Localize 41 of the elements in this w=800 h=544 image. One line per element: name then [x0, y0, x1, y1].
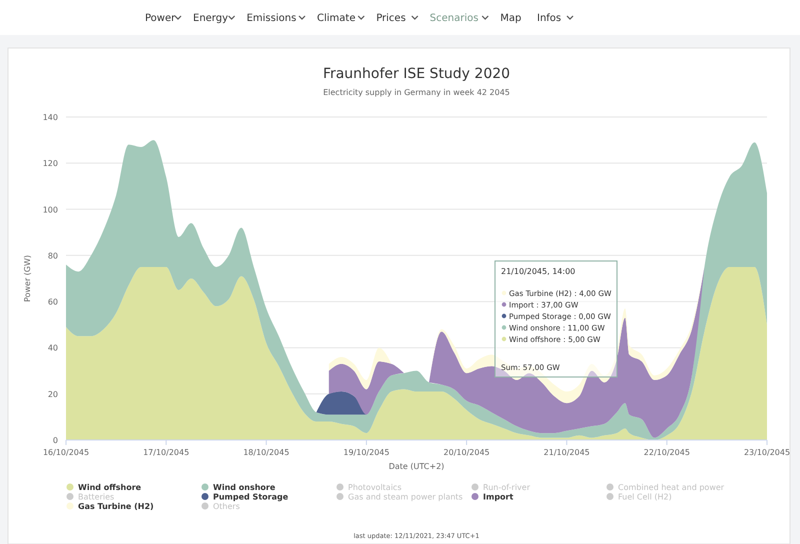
text: Scenarios	[430, 13, 478, 24]
legend-label: Wind onshore	[213, 483, 276, 492]
legend-label: Photovoltaics	[348, 483, 402, 492]
chart-title: Fraunhofer ISE Study 2020	[322, 66, 510, 82]
legend-label: Combined heat and power	[618, 483, 725, 492]
legend-label: Wind offshore	[78, 483, 142, 492]
x-tick-label: 19/10/2045	[343, 448, 390, 457]
y-tick-label: 120	[42, 159, 58, 168]
text: Emissions	[246, 13, 296, 24]
x-tick-label: 22/10/2045	[644, 448, 690, 457]
y-tick-label: 80	[48, 251, 58, 260]
text: Power	[145, 13, 176, 24]
y-tick-label: 40	[48, 344, 58, 353]
y-tick-label: 140	[42, 113, 58, 122]
legend-label: Gas Turbine (H2)	[78, 502, 154, 511]
legend-label: Batteries	[78, 492, 114, 502]
text: Infos	[537, 13, 562, 24]
legend-label: Import	[483, 492, 514, 502]
x-tick-label: 18/10/2045	[243, 448, 290, 457]
y-tick-label: 100	[42, 205, 58, 214]
x-tick-label: 23/10/2045	[744, 448, 790, 457]
x-tick-label: 16/10/2045	[42, 448, 90, 457]
legend-label: Pumped Storage	[213, 492, 289, 502]
y-tick-label: 20	[48, 390, 58, 399]
legend-label: Others	[213, 502, 240, 511]
y-tick-label: 0	[52, 436, 58, 445]
text: Climate	[317, 13, 356, 24]
x-tick-label: 21/10/2045	[544, 448, 590, 457]
x-tick-label: 20/10/2045	[444, 448, 490, 457]
chart-subtitle: Electricity supply in Germany in week 42 2045	[323, 88, 510, 97]
x-tick-label: 17/10/2045	[143, 448, 190, 457]
annotation: 21/10/2045, 14:00	[501, 267, 576, 276]
legend-label: Run-of-river	[483, 483, 531, 492]
legend-label: Fuel Cell (H2)	[618, 492, 672, 502]
legend-label: Gas and steam power plants	[348, 492, 463, 502]
text: Prices	[376, 13, 406, 24]
y-tick-label: 60	[48, 298, 58, 307]
y-axis-title: Power (GW)	[23, 254, 32, 302]
x-axis-title: Date (UTC+2)	[388, 462, 444, 471]
text: Energy	[193, 13, 228, 24]
text: Map	[500, 13, 522, 24]
